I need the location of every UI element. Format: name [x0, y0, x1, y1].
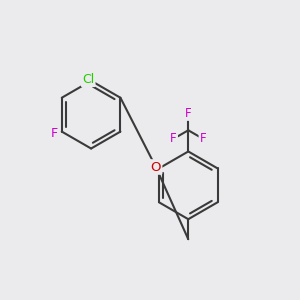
Text: F: F	[51, 127, 58, 140]
Text: F: F	[185, 107, 192, 120]
Text: F: F	[200, 132, 206, 145]
Text: F: F	[170, 132, 177, 145]
Text: O: O	[151, 160, 161, 173]
Text: Cl: Cl	[82, 73, 94, 86]
